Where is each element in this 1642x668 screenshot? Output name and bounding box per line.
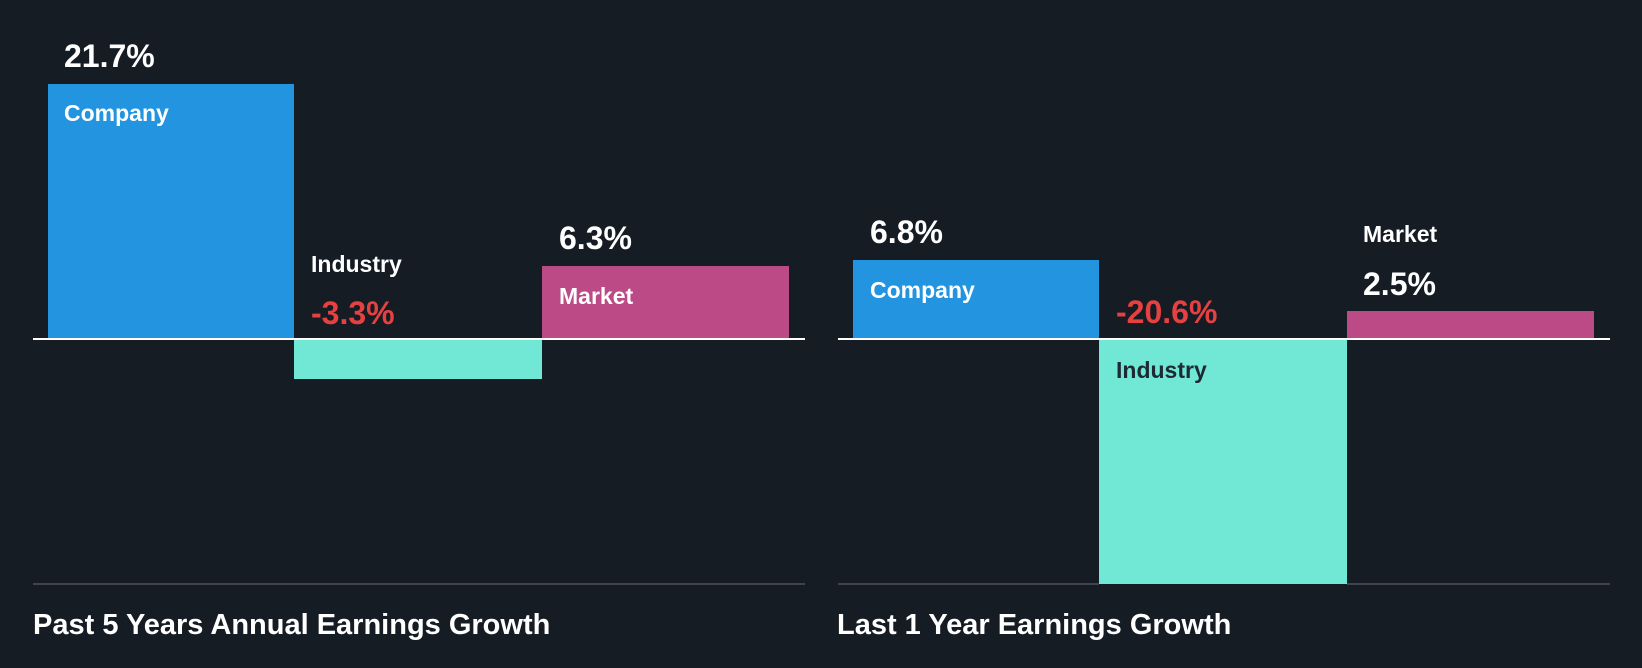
bar-company [853,260,1099,339]
zero-baseline [838,338,1610,340]
label-industry: Industry [311,251,402,277]
bar-market [542,266,789,339]
value-market: 6.3% [559,220,632,256]
label-market: Market [559,283,634,309]
bottom-axis-line [838,583,1099,585]
bar-company [48,84,294,339]
label-company: Company [870,277,975,303]
bar-market [1347,311,1594,339]
bar-industry [294,340,542,379]
value-company: 21.7% [64,38,155,74]
label-market: Market [1363,221,1438,247]
bottom-axis-line-right [1347,583,1610,585]
bottom-axis-line [33,583,805,585]
label-industry: Industry [1116,357,1207,383]
label-company: Company [64,100,169,126]
chart-title: Past 5 Years Annual Earnings Growth [33,609,551,641]
bar-industry [1099,340,1347,584]
chart-title: Last 1 Year Earnings Growth [837,609,1232,641]
zero-baseline [33,338,805,340]
value-industry: -3.3% [311,295,395,331]
value-market: 2.5% [1363,266,1436,302]
value-industry: -20.6% [1116,294,1218,330]
value-company: 6.8% [870,214,943,250]
